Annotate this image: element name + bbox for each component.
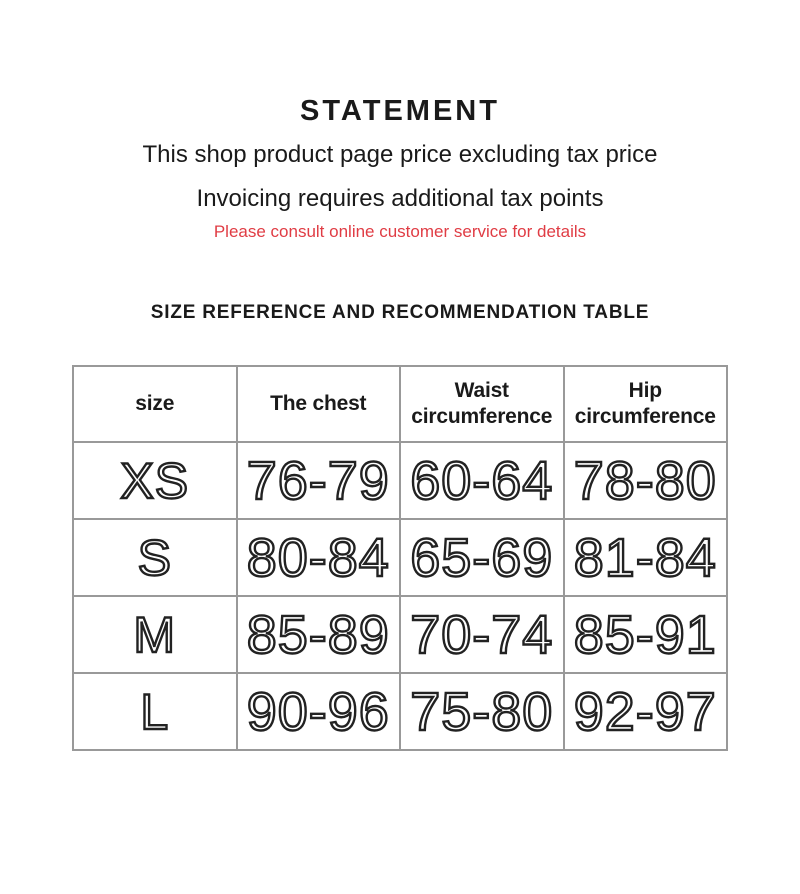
waist-value-cell: 60-64	[399, 441, 565, 521]
chest-value-cell: 80-84	[235, 518, 401, 598]
chest-value-cell: 85-89	[235, 595, 401, 675]
statement-line-2: Invoicing requires additional tax points	[196, 184, 604, 212]
size-table-heading: SIZE REFERENCE AND RECOMMENDATION TABLE	[150, 302, 650, 324]
size-row-s: S 80-84 65-69 81-84	[72, 518, 728, 598]
hip-value-cell: 81-84	[562, 518, 728, 598]
statement-note: Please consult online customer service f…	[213, 222, 587, 242]
column-header-size: size	[72, 365, 238, 444]
waist-value-cell: 75-80	[399, 672, 565, 752]
size-row-xs: XS 76-79 60-64 78-80	[72, 441, 728, 521]
size-label-cell: XS	[72, 441, 238, 521]
hip-value-cell: 92-97	[562, 672, 728, 752]
waist-value-cell: 65-69	[399, 518, 565, 598]
size-row-l: L 90-96 75-80 92-97	[72, 672, 728, 752]
size-reference-table: size The chest Waist circumference Hip c…	[72, 365, 728, 752]
waist-value-cell: 70-74	[399, 595, 565, 675]
product-statement-page: STATEMENT This shop product page price e…	[0, 94, 800, 894]
table-header-row: size The chest Waist circumference Hip c…	[72, 365, 728, 444]
hip-value-cell: 78-80	[562, 441, 728, 521]
chest-value-cell: 90-96	[235, 672, 401, 752]
statement-line-1: This shop product page price excluding t…	[142, 140, 658, 168]
size-label-cell: M	[72, 595, 238, 675]
chest-value-cell: 76-79	[235, 441, 401, 521]
column-header-hip: Hip circumference	[562, 365, 728, 444]
hip-value-cell: 85-91	[562, 595, 728, 675]
size-label-cell: S	[72, 518, 238, 598]
column-header-waist: Waist circumference	[399, 365, 565, 444]
size-row-m: M 85-89 70-74 85-91	[72, 595, 728, 675]
statement-title: STATEMENT	[300, 95, 500, 127]
column-header-chest: The chest	[235, 365, 401, 444]
size-label-cell: L	[72, 672, 238, 752]
